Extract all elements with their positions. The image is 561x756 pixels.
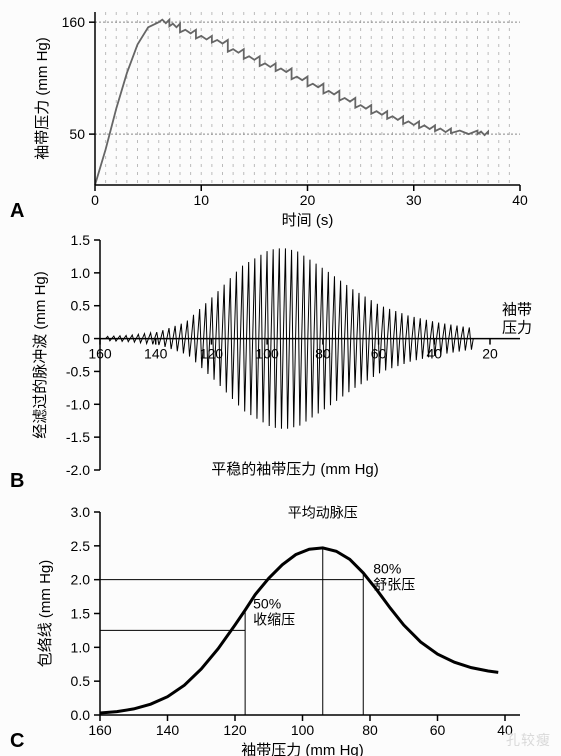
svg-text:-1.5: -1.5 [66, 429, 90, 445]
watermark: 孔较瘦 [506, 730, 551, 750]
panel-c-label: C [10, 730, 24, 753]
svg-text:2.0: 2.0 [71, 572, 91, 588]
svg-text:平均动脉压: 平均动脉压 [288, 504, 358, 520]
svg-text:100: 100 [291, 722, 315, 738]
svg-text:0.0: 0.0 [71, 707, 91, 723]
panel-c: C 1601401201008060400.00.51.01.52.02.53.… [0, 500, 561, 756]
svg-text:1.5: 1.5 [71, 606, 91, 622]
svg-text:2.5: 2.5 [71, 538, 91, 554]
panel-a: A 0 10 20 30 40 50 160 时间 (s) 袖带压力 (mm Hg) [0, 0, 561, 230]
svg-text:-1.0: -1.0 [66, 396, 90, 412]
chart-b: 160 140 120 100 80 60 40 20 -2.0 -1.5 -1.0 -0.5 0 0.5… [0, 230, 561, 500]
svg-text:1.5: 1.5 [71, 232, 91, 248]
panel-a-label: A [10, 200, 24, 223]
panel-b: B 160 140 120 100 80 60 40 20 -2.0 -1.5 -1.0 -0.5 0 0… [0, 230, 561, 500]
svg-text:-0.5: -0.5 [66, 363, 90, 379]
svg-text:1.0: 1.0 [71, 265, 91, 281]
svg-text:0.5: 0.5 [71, 298, 91, 314]
svg-text:10: 10 [193, 192, 209, 208]
svg-text:80: 80 [315, 346, 331, 362]
svg-text:20: 20 [300, 192, 316, 208]
svg-text:0: 0 [91, 192, 99, 208]
svg-text:140: 140 [144, 346, 168, 362]
svg-text:160: 160 [62, 14, 86, 30]
svg-text:1.0: 1.0 [71, 639, 91, 655]
svg-text:袖带压力 (mm Hg): 袖带压力 (mm Hg) [241, 742, 364, 756]
svg-text:160: 160 [88, 722, 112, 738]
svg-text:压力: 压力 [502, 320, 532, 337]
svg-text:60: 60 [430, 722, 446, 738]
svg-text:舒张压: 舒张压 [373, 577, 415, 593]
svg-text:140: 140 [156, 722, 180, 738]
svg-text:20: 20 [482, 346, 498, 362]
svg-text:40: 40 [512, 192, 528, 208]
svg-text:120: 120 [223, 722, 247, 738]
svg-text:3.0: 3.0 [71, 504, 91, 520]
svg-text:经滤过的脉冲波 (mm Hg): 经滤过的脉冲波 (mm Hg) [32, 271, 49, 439]
svg-text:60: 60 [371, 346, 387, 362]
svg-text:-2.0: -2.0 [66, 462, 90, 478]
chart-c: 1601401201008060400.00.51.01.52.02.53.0袖… [0, 500, 561, 756]
svg-text:0.5: 0.5 [71, 673, 91, 689]
svg-text:袖带: 袖带 [502, 302, 532, 319]
svg-text:50%: 50% [253, 595, 281, 611]
svg-text:50: 50 [69, 126, 85, 142]
svg-text:120: 120 [200, 346, 224, 362]
panel-b-label: B [10, 470, 24, 493]
svg-text:平稳的袖带压力 (mm Hg): 平稳的袖带压力 (mm Hg) [211, 461, 379, 478]
svg-text:袖带压力 (mm Hg): 袖带压力 (mm Hg) [34, 37, 51, 160]
svg-text:包络线 (mm Hg): 包络线 (mm Hg) [37, 560, 54, 668]
svg-text:80: 80 [362, 722, 378, 738]
chart-a: 0 10 20 30 40 50 160 时间 (s) 袖带压力 (mm Hg) [0, 0, 561, 230]
svg-text:80%: 80% [373, 561, 401, 577]
svg-text:收缩压: 收缩压 [253, 611, 295, 627]
svg-text:100: 100 [255, 346, 279, 362]
svg-text:0: 0 [82, 331, 90, 347]
svg-text:160: 160 [88, 346, 112, 362]
svg-text:30: 30 [406, 192, 422, 208]
svg-text:时间 (s): 时间 (s) [282, 212, 334, 229]
svg-text:40: 40 [426, 346, 442, 362]
